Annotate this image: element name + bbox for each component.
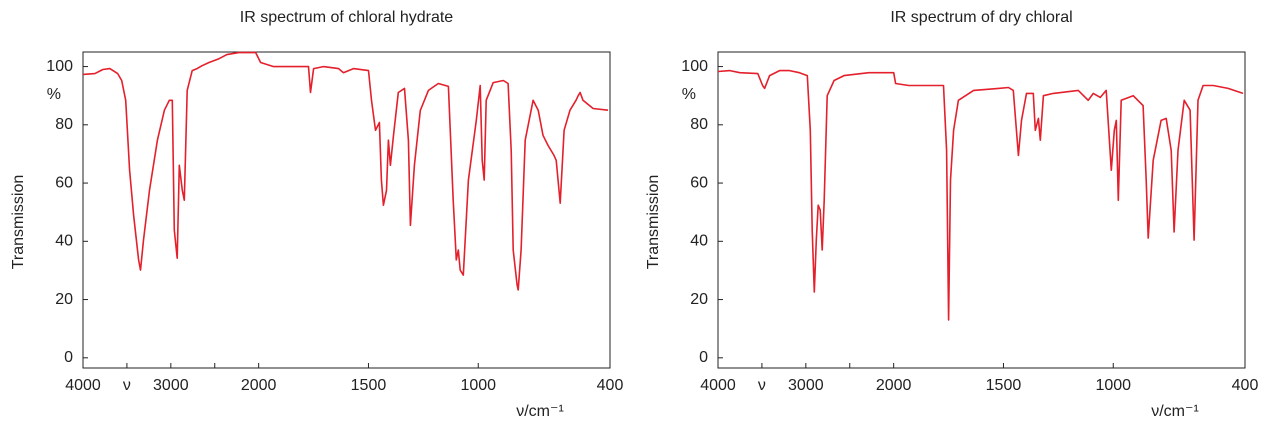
y-axis-label: Transmission [10, 175, 27, 270]
x-tick-label: 2000 [876, 377, 912, 394]
y-tick-label: 0 [699, 349, 708, 366]
y-tick-label: 80 [55, 116, 73, 133]
x-tick-label: 3000 [788, 377, 824, 394]
y-tick-label: 20 [55, 291, 73, 308]
x-tick-label: 4000 [65, 377, 101, 394]
chart-title: IR spectrum of chloral hydrate [240, 9, 454, 26]
spectrum-line [82, 51, 609, 291]
y-tick-label: 100 [46, 58, 73, 75]
y-tick-label: 0 [64, 349, 73, 366]
y-tick-label: 40 [55, 233, 73, 250]
x-tick-label: 3000 [153, 377, 189, 394]
plot-frame [717, 51, 1246, 369]
y-tick-label: 20 [690, 291, 708, 308]
y-tick-label: 60 [690, 174, 708, 191]
x-tick-label: 1500 [986, 377, 1022, 394]
plot-frame [82, 51, 611, 369]
x-axis-label: ν/cm⁻¹ [1151, 403, 1199, 420]
unit-annotation: % [682, 86, 696, 103]
y-axis-label: Transmission [645, 175, 662, 270]
y-tick-label: 60 [55, 174, 73, 191]
spectrum-line [717, 69, 1244, 321]
unit-annotation: % [47, 86, 61, 103]
x-tick-label: ν [758, 377, 766, 394]
x-axis-label: ν/cm⁻¹ [516, 403, 564, 420]
x-tick-label: 1000 [1095, 377, 1131, 394]
x-tick-label: 400 [597, 377, 624, 394]
x-tick-label: 1500 [351, 377, 387, 394]
x-tick-label: 400 [1232, 377, 1259, 394]
y-tick-label: 100 [681, 58, 708, 75]
y-tick-label: 80 [690, 116, 708, 133]
x-tick-label: 1000 [460, 377, 496, 394]
y-tick-label: 40 [690, 233, 708, 250]
chart-title: IR spectrum of dry chloral [890, 9, 1072, 26]
x-tick-label: 2000 [241, 377, 277, 394]
x-tick-label: ν [123, 377, 131, 394]
x-tick-label: 4000 [700, 377, 736, 394]
